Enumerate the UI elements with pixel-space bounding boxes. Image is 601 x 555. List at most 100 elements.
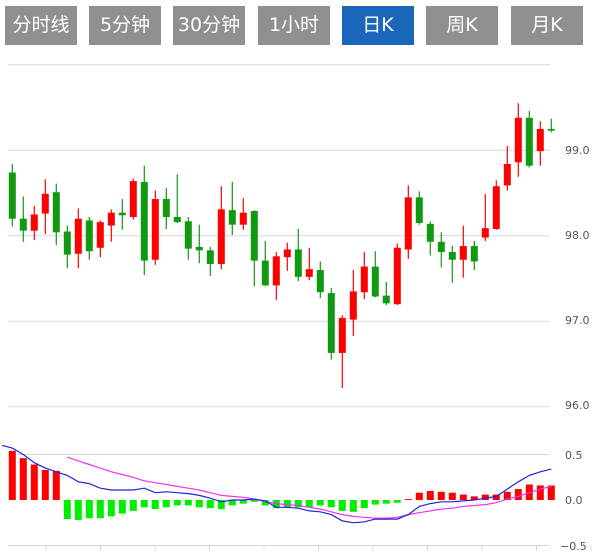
- candle: [316, 261, 324, 299]
- macd-histogram-bar: [30, 464, 38, 500]
- candle-body: [437, 241, 445, 253]
- tab-monthly-k[interactable]: 月K: [511, 6, 583, 45]
- candle-body: [129, 181, 137, 217]
- candle-body: [481, 228, 489, 238]
- candle-body: [96, 222, 104, 248]
- candle: [349, 270, 357, 336]
- candle-body: [261, 260, 269, 286]
- candle: [151, 190, 159, 265]
- candle: [272, 252, 280, 300]
- macd-histogram-bar: [327, 500, 335, 508]
- candle: [239, 198, 247, 230]
- candle: [217, 186, 225, 270]
- candle-body: [536, 128, 544, 152]
- candle: [525, 110, 533, 168]
- candle: [283, 242, 291, 271]
- macd-histogram-bar: [118, 500, 126, 514]
- candle: [459, 225, 467, 278]
- candle: [426, 221, 434, 256]
- price-tick-97: 97.0: [565, 314, 590, 327]
- candle: [261, 240, 269, 287]
- macd-histogram-bar: [294, 500, 302, 508]
- candle-body: [360, 266, 368, 293]
- candle-body: [404, 197, 412, 250]
- macd-histogram-bar: [19, 458, 27, 500]
- candle: [74, 208, 82, 269]
- candle-body: [371, 266, 379, 297]
- macd-histogram-bar: [206, 500, 214, 509]
- candle: [415, 191, 423, 225]
- macd-histogram-bar: [261, 500, 269, 506]
- candle: [547, 118, 555, 133]
- candle-body: [206, 250, 214, 265]
- macd-histogram-bar: [459, 494, 467, 500]
- candle-body: [393, 247, 401, 305]
- candle: [404, 185, 412, 259]
- candle-body: [8, 172, 16, 219]
- macd-histogram-bar: [8, 450, 16, 500]
- tab-1hour[interactable]: 1小时: [258, 6, 330, 45]
- tab-weekly-k[interactable]: 周K: [426, 6, 498, 45]
- price-tick-99: 99.0: [565, 144, 590, 157]
- period-tabs: 分时线 5分钟 30分钟 1小时 日K 周K 月K: [0, 6, 601, 46]
- candle-body: [250, 211, 258, 261]
- candle: [448, 246, 456, 283]
- macd-histogram-bar: [503, 491, 511, 500]
- macd-histogram-bar: [85, 500, 93, 519]
- candle-body: [195, 246, 203, 251]
- candle-body: [349, 291, 357, 320]
- macd-histogram-bar: [151, 500, 159, 510]
- candle-body: [184, 221, 192, 249]
- macd-histogram-bar: [426, 490, 434, 500]
- macd-tick-0: 0.0: [565, 494, 583, 507]
- macd-histogram-bar: [52, 470, 60, 500]
- candle: [294, 228, 302, 282]
- candle-body: [19, 218, 27, 231]
- candle-body: [514, 117, 522, 163]
- macd-histogram-bar: [250, 500, 258, 502]
- tab-minute-line[interactable]: 分时线: [5, 6, 77, 45]
- macd-histogram-bar: [96, 500, 104, 519]
- candle-body: [283, 249, 291, 258]
- candle-body: [140, 181, 148, 261]
- candle-body: [74, 218, 82, 254]
- dea-line: [67, 456, 552, 519]
- candle: [173, 174, 181, 223]
- candle-body: [459, 246, 467, 260]
- candle-body: [470, 246, 478, 262]
- macd-histogram-bar: [305, 500, 313, 508]
- candle-body: [525, 117, 533, 166]
- candle-body: [173, 216, 181, 223]
- candle: [41, 179, 49, 235]
- tab-daily-k[interactable]: 日K: [342, 6, 414, 45]
- price-tick-96: 96.0: [565, 399, 590, 412]
- candle-body: [217, 209, 225, 265]
- macd-histogram-bar: [437, 491, 445, 500]
- tab-30min[interactable]: 30分钟: [173, 6, 245, 45]
- candle-body: [547, 128, 555, 131]
- candle: [19, 196, 27, 242]
- candle-body: [382, 295, 390, 304]
- tab-5min[interactable]: 5分钟: [89, 6, 161, 45]
- macd-tick-0.5: 0.5: [565, 449, 583, 462]
- macd-histogram-bar: [382, 500, 390, 504]
- candle: [492, 180, 500, 230]
- candle: [30, 205, 38, 241]
- macd-histogram-bar: [283, 500, 291, 508]
- candle: [107, 209, 115, 242]
- candle-body: [239, 212, 247, 225]
- macd-histogram-bar: [536, 485, 544, 500]
- candle: [96, 220, 104, 258]
- candle-body: [305, 269, 313, 277]
- candle: [360, 252, 368, 300]
- macd-histogram-bar: [481, 494, 489, 500]
- candle-body: [338, 317, 346, 353]
- macd-histogram-bar: [173, 500, 181, 506]
- macd-histogram-bar: [41, 469, 49, 500]
- candle: [85, 216, 93, 260]
- macd-histogram-bar: [195, 500, 203, 508]
- macd-histogram-bar: [492, 494, 500, 500]
- macd-histogram-bar: [349, 500, 357, 512]
- candle: [382, 281, 390, 306]
